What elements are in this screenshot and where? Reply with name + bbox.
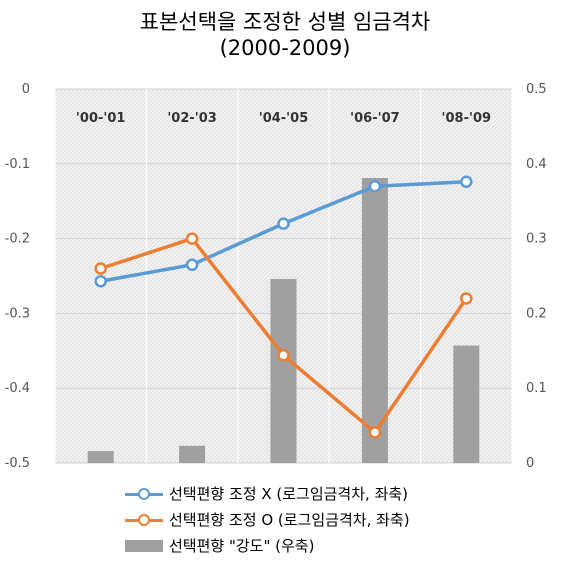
- legend-swatch-intensity: [125, 539, 163, 552]
- legend-label-series-x: 선택편향 조정 X (로그임금격차, 좌축): [169, 485, 409, 503]
- legend-item-intensity: 선택편향 "강도" (우축): [125, 535, 314, 556]
- bar: [361, 178, 388, 463]
- left-tick-label: -0.5: [5, 456, 30, 471]
- data-point: [277, 349, 290, 362]
- left-tick-label: 0: [22, 82, 30, 97]
- chart-title: 표본선택을 조정한 성별 임금격차: [139, 10, 431, 34]
- right-tick-label: 0.3: [526, 232, 547, 247]
- left-tick-label: -0.4: [5, 381, 30, 396]
- legend-label-series-o: 선택편향 조정 O (로그임금격차, 좌축): [169, 511, 410, 529]
- bar: [270, 278, 297, 463]
- data-point: [185, 232, 199, 245]
- data-point: [460, 292, 473, 305]
- legend-item-series-o: 선택편향 조정 O (로그임금격차, 좌축): [125, 509, 410, 530]
- category-label: '02-'03: [167, 111, 217, 126]
- legend-swatch-series-o: [125, 513, 163, 527]
- data-point: [94, 262, 107, 275]
- right-tick-label: 0.4: [526, 157, 547, 172]
- category-label: '08-'09: [442, 111, 492, 126]
- category-label: '04-'05: [259, 111, 309, 126]
- legend-item-series-x: 선택편향 조정 X (로그임금격차, 좌축): [125, 483, 408, 504]
- right-tick-label: 0.2: [526, 306, 547, 321]
- category-label: '00-'01: [76, 111, 126, 126]
- bar: [453, 345, 480, 463]
- category-label: '06-'07: [350, 111, 400, 126]
- left-tick-label: -0.3: [5, 306, 30, 321]
- right-tick-label: 0.1: [526, 381, 547, 396]
- left-tick-label: -0.1: [5, 157, 30, 172]
- data-point: [185, 258, 199, 272]
- data-point: [277, 217, 290, 230]
- data-point: [94, 274, 107, 288]
- bar: [87, 451, 114, 463]
- left-tick-label: -0.2: [5, 232, 30, 247]
- legend-swatch-series-x: [125, 487, 163, 501]
- data-point: [460, 175, 473, 189]
- chart-subtitle: (2000-2009): [219, 36, 351, 60]
- legend-label-intensity: 선택편향 "강도" (우축): [169, 537, 315, 555]
- data-point: [368, 179, 382, 193]
- bar: [179, 445, 206, 463]
- right-tick-label: 0.5: [526, 82, 547, 97]
- right-tick-label: 0: [526, 456, 534, 471]
- data-point: [368, 426, 382, 439]
